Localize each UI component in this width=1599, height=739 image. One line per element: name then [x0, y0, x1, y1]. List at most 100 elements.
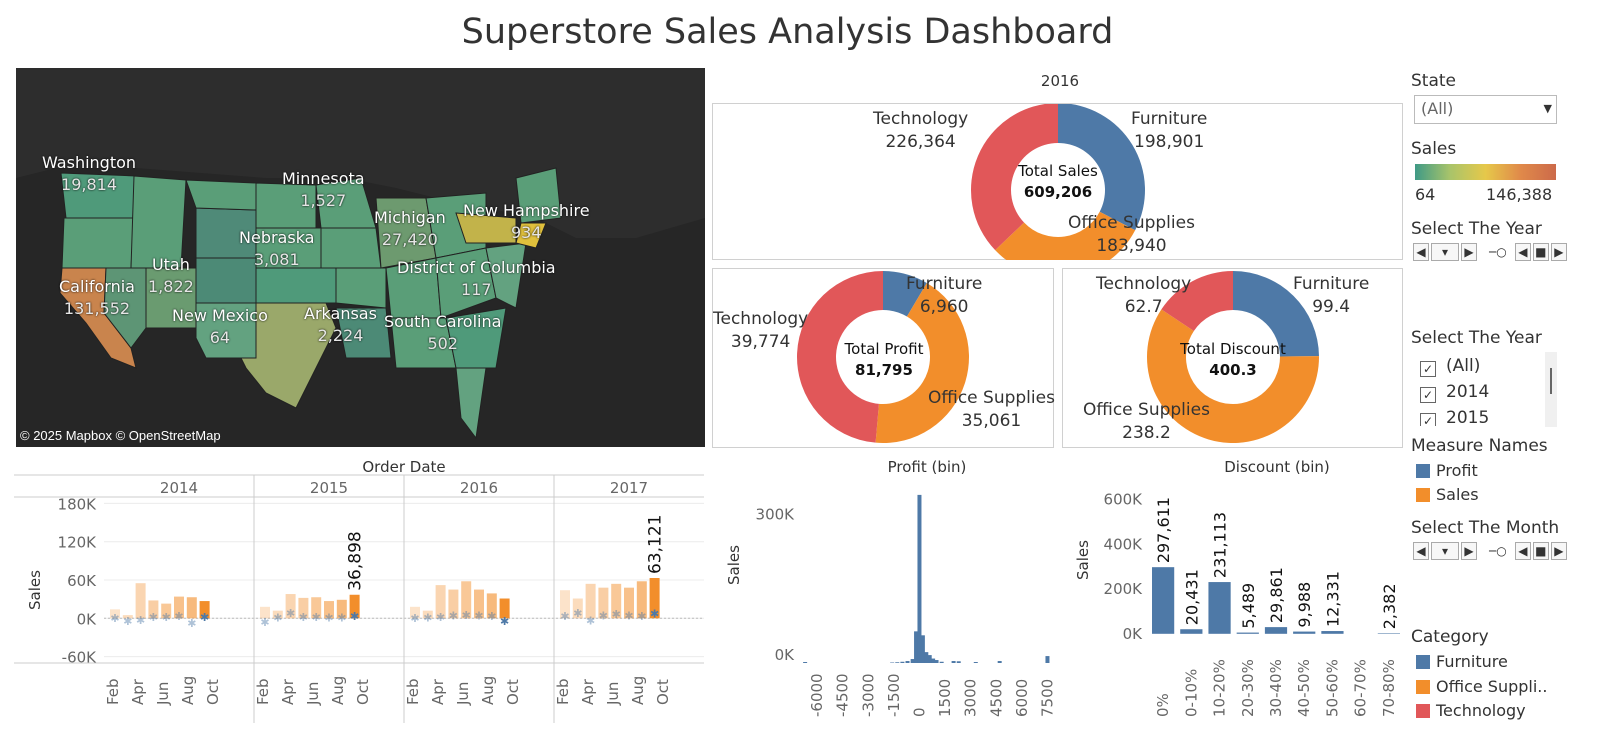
profit-bin-bar[interactable] [1045, 656, 1050, 663]
sales-bar[interactable] [272, 610, 283, 619]
checkbox-icon[interactable]: ✓ [1420, 361, 1436, 377]
profit-bin-bar[interactable] [905, 661, 910, 663]
sales-bar[interactable] [336, 599, 347, 619]
profit-mark[interactable]: ✱ [273, 611, 282, 624]
chevron-down-icon[interactable]: ▾ [1431, 542, 1459, 560]
sales-bar[interactable] [260, 606, 270, 619]
sales-bar[interactable] [174, 596, 184, 619]
profit-mark[interactable]: ✱ [599, 609, 608, 622]
profit-mark[interactable]: ✱ [436, 611, 445, 624]
discount-bin-bar[interactable] [1377, 633, 1400, 634]
step-back-icon[interactable]: ◀ [1514, 542, 1531, 560]
slider-handle-icon[interactable]: ─○ [1488, 544, 1507, 558]
profit-bin-bar[interactable] [956, 661, 961, 663]
year-option-all[interactable]: ✓ (All) [1420, 356, 1480, 377]
profit-bin-bar[interactable] [934, 660, 939, 663]
category-furniture[interactable]: Furniture [1416, 652, 1508, 671]
year-list-scrollbar[interactable] [1545, 352, 1557, 427]
profit-bin-bar[interactable] [920, 635, 925, 663]
discount-bin-bar[interactable] [1152, 567, 1175, 634]
sales-bar[interactable] [474, 589, 484, 619]
profit-mark[interactable]: ✱ [123, 615, 132, 628]
profit-mark[interactable]: ✱ [624, 609, 633, 622]
prev-icon[interactable]: ◀ [1413, 542, 1429, 560]
sales-bar[interactable] [499, 598, 510, 619]
profit-mark[interactable]: ✱ [174, 610, 183, 623]
sales-bar[interactable] [448, 589, 459, 619]
donut-slice-office-supplies[interactable] [875, 283, 969, 443]
sales-bar[interactable] [324, 601, 334, 619]
play-icon[interactable]: ▶ [1550, 542, 1567, 560]
profit-bin-bar[interactable] [924, 652, 929, 663]
sales-bar[interactable] [461, 581, 472, 619]
discount-bin-chart[interactable]: Discount (bin) Sales 600K 400K 200K 0K 297,611… [1062, 455, 1407, 725]
discount-bin-bar[interactable] [1293, 631, 1316, 634]
profit-mark[interactable]: ✱ [312, 611, 321, 624]
measure-sales[interactable]: Sales [1416, 485, 1479, 504]
sales-bar[interactable] [349, 594, 360, 619]
donut-slice-technology[interactable] [796, 271, 883, 443]
donut-slice-office-supplies[interactable] [1147, 309, 1319, 443]
sales-bar[interactable] [572, 598, 583, 619]
profit-mark[interactable]: ✱ [650, 608, 659, 621]
profit-mark[interactable]: ✱ [350, 610, 359, 623]
category-office[interactable]: Office Suppli.. [1416, 677, 1547, 696]
checkbox-icon[interactable]: ✓ [1420, 413, 1436, 426]
scrollbar-thumb[interactable] [1550, 368, 1552, 394]
year-slider-control[interactable]: ◀ ▾ ▶ ─○ ◀ ■ ▶ [1413, 243, 1569, 262]
sales-bar[interactable] [285, 594, 296, 619]
sales-bar[interactable] [486, 593, 497, 619]
sales-bar[interactable] [422, 610, 433, 619]
profit-bin-bar[interactable] [917, 494, 922, 663]
sales-bar[interactable] [161, 603, 172, 619]
discount-bin-bar[interactable] [1264, 627, 1288, 634]
donut-slice-technology[interactable] [1161, 271, 1233, 331]
play-icon[interactable]: ▶ [1550, 243, 1567, 261]
next-icon[interactable]: ▶ [1461, 243, 1477, 261]
discount-bin-bar[interactable] [1236, 632, 1259, 634]
sales-bar[interactable] [135, 583, 146, 619]
year-option-2015[interactable]: ✓ 2015 [1420, 408, 1489, 426]
profit-donut-panel[interactable]: Technology 39,774 Furniture 6,960 Office S… [712, 268, 1055, 448]
sales-bar[interactable] [298, 597, 309, 619]
profit-mark[interactable]: ✱ [586, 615, 595, 628]
sales-bar[interactable] [585, 583, 596, 619]
profit-mark[interactable]: ✱ [149, 611, 158, 624]
profit-bin-bar[interactable] [803, 662, 808, 663]
profit-bin-bar[interactable] [951, 661, 956, 663]
checkbox-icon[interactable]: ✓ [1420, 387, 1436, 403]
profit-bin-bar[interactable] [939, 661, 944, 663]
profit-mark[interactable]: ✱ [612, 608, 621, 621]
donut-slice-office-supplies[interactable] [995, 211, 1136, 260]
sales-map[interactable]: Washington 19,814 Minnesota 1,527 Michigan… [16, 68, 705, 447]
donut-slice-furniture[interactable] [1058, 104, 1145, 231]
profit-bin-bar[interactable] [931, 658, 936, 663]
state-dropdown[interactable]: (All) ▼ [1414, 95, 1557, 124]
measure-profit[interactable]: Profit [1416, 461, 1478, 480]
profit-mark[interactable]: ✱ [187, 617, 196, 630]
discount-donut-panel[interactable]: Technology 62.7 Furniture 99.4 Office Supp… [1062, 268, 1403, 448]
profit-mark[interactable]: ✱ [136, 614, 145, 627]
profit-mark[interactable]: ✱ [162, 611, 171, 624]
profit-mark[interactable]: ✱ [637, 610, 646, 623]
discount-bin-bar[interactable] [1208, 582, 1231, 634]
profit-mark[interactable]: ✱ [324, 611, 333, 624]
chevron-down-icon[interactable]: ▾ [1431, 243, 1459, 261]
category-technology[interactable]: Technology [1416, 701, 1526, 720]
sales-bar[interactable] [649, 578, 660, 619]
profit-bin-bar[interactable] [895, 662, 900, 663]
donut-slice-furniture[interactable] [1233, 271, 1319, 357]
profit-bin-chart[interactable]: Profit (bin) Sales 300K 0K -6000 -4500 -3000 -1… [712, 455, 1062, 725]
slider-handle-icon[interactable]: ─○ [1488, 245, 1507, 259]
month-slider-control[interactable]: ◀ ▾ ▶ ─○ ◀ ■ ▶ [1413, 542, 1569, 561]
profit-bin-bar[interactable] [900, 661, 905, 663]
sales-bar[interactable] [435, 585, 446, 619]
sales-bar[interactable] [598, 587, 609, 619]
profit-mark[interactable]: ✱ [462, 609, 471, 622]
profit-mark[interactable]: ✱ [500, 615, 509, 628]
sales-bar[interactable] [611, 583, 622, 619]
profit-mark[interactable]: ✱ [573, 607, 582, 620]
sales-bar[interactable] [311, 597, 322, 619]
profit-mark[interactable]: ✱ [487, 610, 496, 623]
sales-bar[interactable] [186, 597, 197, 619]
